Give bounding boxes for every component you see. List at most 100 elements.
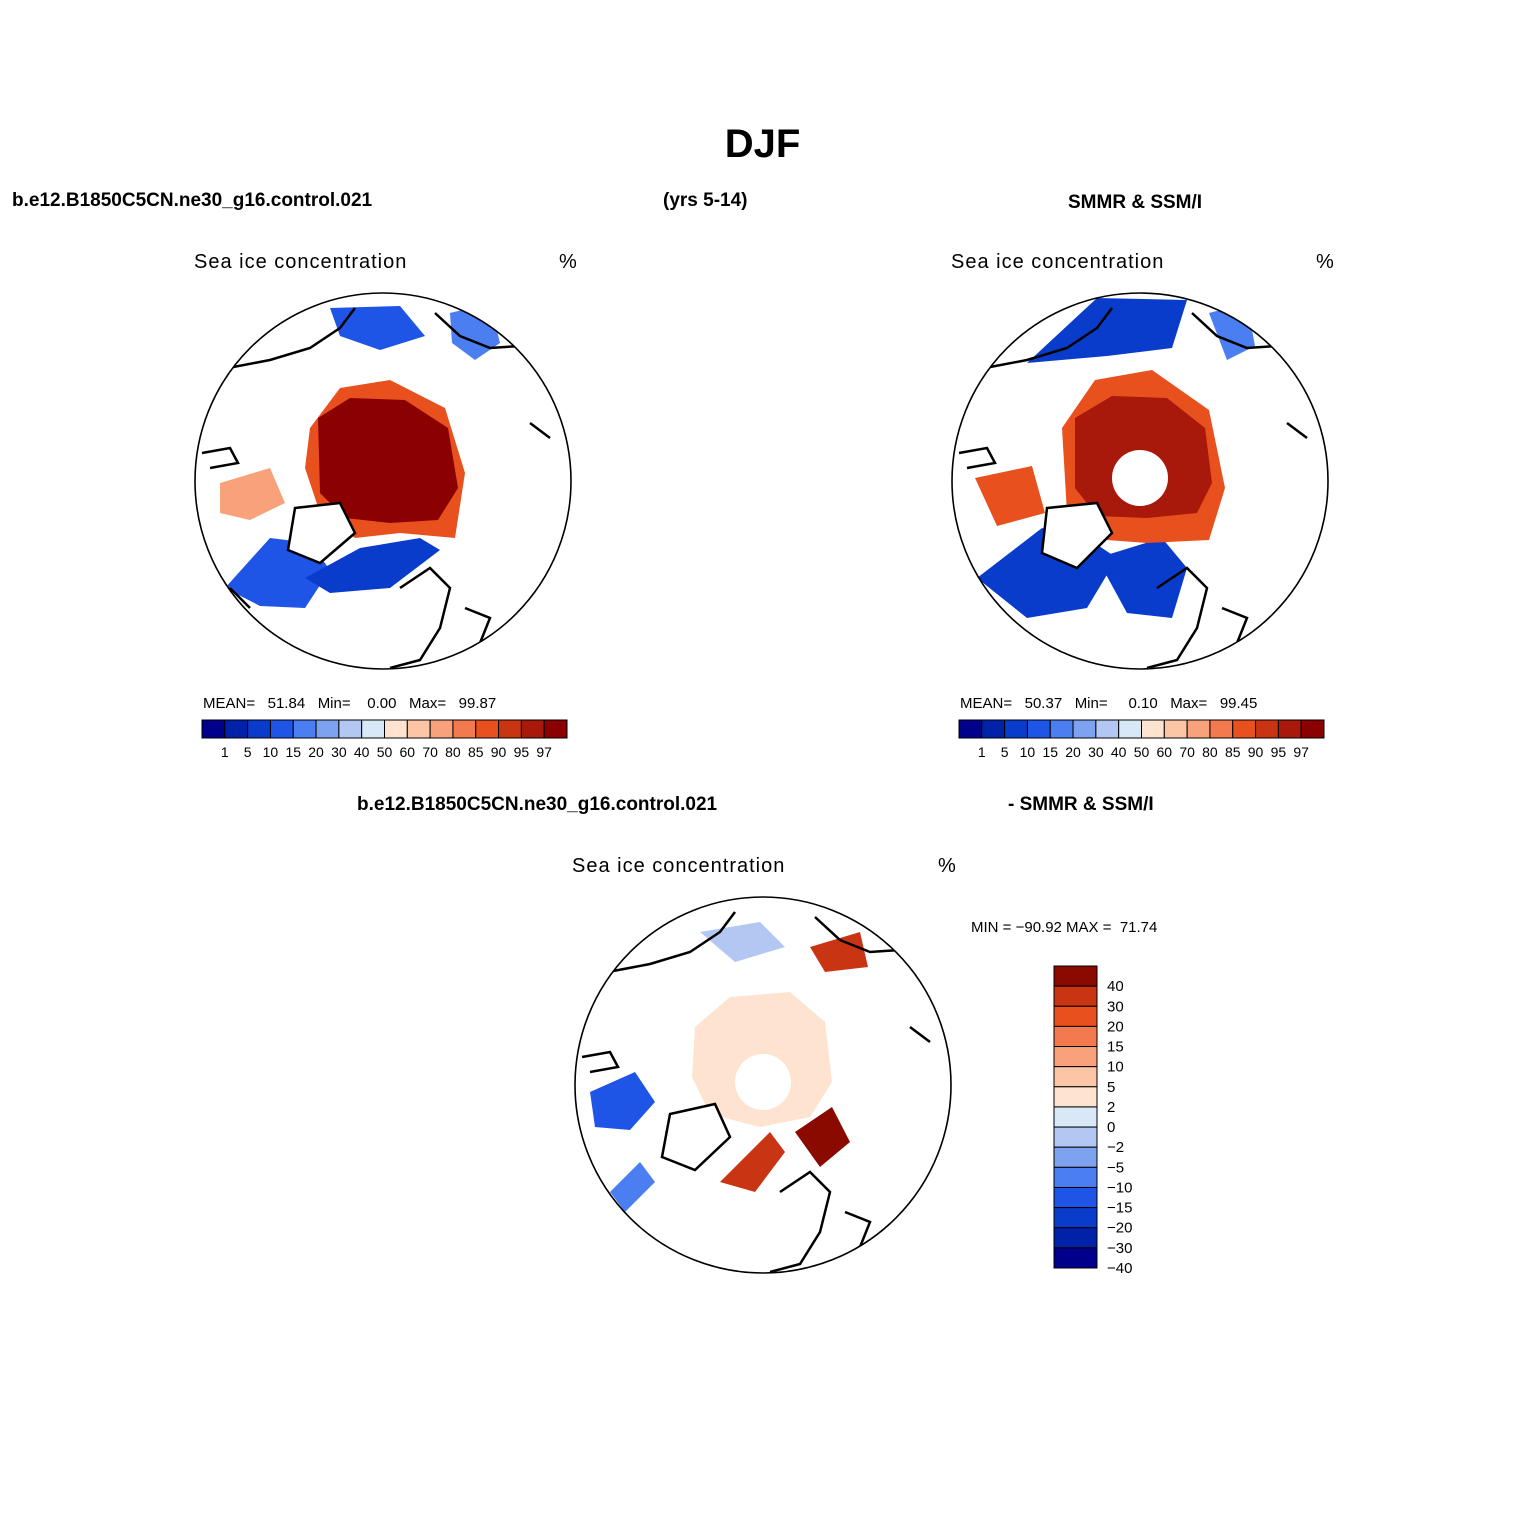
colorbar-box bbox=[543, 719, 568, 739]
panel-model-units: % bbox=[559, 251, 578, 273]
panel-model-variable: Sea ice concentration bbox=[194, 251, 408, 273]
max-value: 99.45 bbox=[1219, 695, 1258, 712]
figure-title: DJF bbox=[724, 122, 801, 166]
colorbar-tick-label: 50 bbox=[1134, 744, 1150, 760]
atlantic-negative bbox=[610, 1162, 655, 1212]
greenland-land bbox=[660, 1102, 732, 1172]
arctic-core-ice bbox=[318, 398, 458, 523]
colorbar-box bbox=[1300, 719, 1325, 739]
colorbar-tick-label: 15 bbox=[1107, 1039, 1124, 1056]
colorbar-box bbox=[361, 719, 385, 739]
colorbar-box bbox=[1053, 1005, 1098, 1027]
panel-obs-field bbox=[975, 298, 1255, 618]
min-label: Min= bbox=[317, 695, 351, 712]
colorbar-tick-label: 60 bbox=[1157, 744, 1173, 760]
colorbar-tick-label: 20 bbox=[308, 744, 324, 760]
colorbar-tick-label: 10 bbox=[1107, 1059, 1124, 1076]
colorbar-tick-label: 0 bbox=[1107, 1119, 1115, 1136]
panel-model-field bbox=[220, 303, 500, 608]
max-value: 99.87 bbox=[458, 695, 497, 712]
colorbar-box bbox=[1053, 1207, 1098, 1229]
colorbar-tick-label: 97 bbox=[1293, 744, 1309, 760]
colorbar-tick-label: 80 bbox=[1202, 744, 1218, 760]
colorbar-box bbox=[475, 719, 500, 739]
colorbar-tick-label: 40 bbox=[354, 744, 370, 760]
bering-positive bbox=[810, 932, 868, 972]
panel-obs-stats: MEAN= 50.37 Min= 0.10 Max= 99.45 bbox=[960, 695, 1257, 712]
hudson-ice bbox=[975, 466, 1045, 526]
colorbar-box bbox=[406, 719, 431, 739]
colorbar-tick-label: 20 bbox=[1107, 1018, 1124, 1035]
colorbar-tick-label: −40 bbox=[1107, 1260, 1132, 1274]
barents-low-ice bbox=[1097, 538, 1187, 618]
colorbar-box bbox=[1053, 1025, 1098, 1048]
colorbar-tick-label: −5 bbox=[1107, 1159, 1124, 1176]
colorbar-tick-label: 70 bbox=[1179, 744, 1195, 760]
panel-diff-units: % bbox=[938, 855, 957, 877]
colorbar-tick-label: 90 bbox=[1248, 744, 1264, 760]
colorbar-box bbox=[1049, 719, 1074, 739]
obs-label: SMMR & SSM/I bbox=[1068, 192, 1203, 213]
colorbar-box bbox=[1053, 1166, 1098, 1188]
colorbar-box bbox=[1186, 719, 1211, 739]
colorbar-box bbox=[224, 719, 249, 739]
colorbar-box bbox=[1053, 985, 1098, 1007]
mean-label: MEAN= bbox=[203, 695, 256, 712]
diff-obs-label: - SMMR & SSM/I bbox=[1008, 794, 1154, 815]
colorbar-tick-label: 10 bbox=[1020, 744, 1036, 760]
colorbar-tick-label: 5 bbox=[244, 744, 252, 760]
labrador-negative bbox=[590, 1072, 655, 1130]
colorbar-tick-label: −20 bbox=[1107, 1220, 1132, 1237]
panel-model-stats: MEAN= 51.84 Min= 0.00 Max= 99.87 bbox=[203, 695, 496, 712]
panel-obs-variable: Sea ice concentration bbox=[951, 251, 1165, 273]
panel-obs-coastlines bbox=[958, 307, 1308, 669]
colorbar-box bbox=[269, 719, 294, 739]
colorbar-tick-label: 90 bbox=[491, 744, 507, 760]
panel-obs-map bbox=[951, 292, 1329, 670]
colorbar-box bbox=[958, 719, 983, 739]
colorbar-tick-label: 10 bbox=[263, 744, 279, 760]
colorbar-tick-label: 40 bbox=[1111, 744, 1127, 760]
panel-obs-frame bbox=[951, 292, 1329, 670]
colorbar-box bbox=[384, 719, 408, 739]
colorbar-tick-label: 1 bbox=[978, 744, 986, 760]
colorbar-tick-label: 70 bbox=[422, 744, 438, 760]
pole-hole bbox=[1112, 450, 1168, 506]
barents-low-ice bbox=[305, 538, 440, 593]
panel-diff-minmax: MIN = −90.92 MAX = 71.74 bbox=[971, 919, 1158, 936]
pole-hole bbox=[735, 1054, 791, 1110]
colorbar-box bbox=[315, 719, 340, 739]
colorbar-tick-label: 20 bbox=[1065, 744, 1081, 760]
bering-ice bbox=[1209, 303, 1255, 360]
colorbar-tick-label: −10 bbox=[1107, 1179, 1132, 1196]
panel-model-map bbox=[194, 292, 572, 670]
colorbar-box bbox=[1163, 719, 1188, 739]
colorbar-tick-label: 50 bbox=[377, 744, 393, 760]
panel-diff-field bbox=[590, 922, 868, 1212]
colorbar-box bbox=[338, 719, 363, 739]
colorbar-tick-label: 15 bbox=[1042, 744, 1058, 760]
greenland-land bbox=[1040, 501, 1114, 570]
colorbar-box bbox=[1095, 719, 1120, 739]
colorbar-tick-label: 85 bbox=[468, 744, 484, 760]
colorbar-box bbox=[1053, 1227, 1098, 1249]
mean-value: 50.37 bbox=[1024, 695, 1063, 712]
colorbar-box bbox=[1004, 719, 1028, 739]
greenland-land bbox=[286, 501, 357, 565]
colorbar-tick-label: 60 bbox=[400, 744, 416, 760]
colorbar-tick-label: 80 bbox=[445, 744, 461, 760]
colorbar-box bbox=[1072, 719, 1097, 739]
colorbar-box bbox=[247, 719, 271, 739]
colorbar-box bbox=[1053, 1186, 1098, 1209]
max-label: Max= bbox=[409, 695, 447, 712]
colorbar-tick-label: 5 bbox=[1001, 744, 1009, 760]
panel-diff-frame bbox=[574, 896, 952, 1274]
barents-positive bbox=[720, 1132, 785, 1192]
years-label: (yrs 5-14) bbox=[663, 190, 748, 211]
colorbar-tick-label: 95 bbox=[514, 744, 530, 760]
colorbar-tick-label: −2 bbox=[1107, 1139, 1124, 1156]
panel-model-coastlines bbox=[201, 307, 551, 669]
colorbar-tick-label: 30 bbox=[1107, 998, 1124, 1015]
okhotsk-low-ice bbox=[330, 306, 425, 350]
